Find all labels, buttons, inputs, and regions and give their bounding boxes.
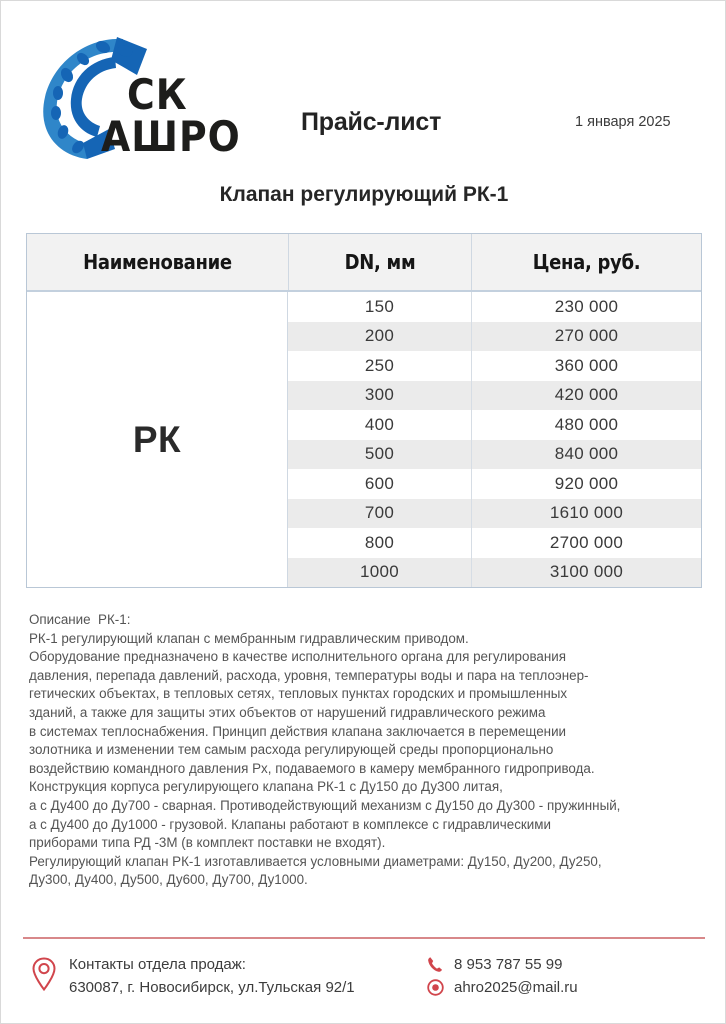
- cell-dn: 700: [288, 498, 472, 528]
- description-line: Ду300, Ду400, Ду500, Ду600, Ду700, Ду100…: [29, 872, 308, 888]
- description-line: золотника и изменении тем самым расхода …: [29, 742, 554, 758]
- page-header: СК АШРО Прайс-лист 1 января 2025: [1, 1, 725, 171]
- table-row: 800 2700 000: [288, 528, 701, 558]
- cell-price: 2700 000: [549, 532, 624, 552]
- table-row: 200 270 000: [288, 321, 701, 351]
- product-description: Описание РК-1: РК-1 регулирующий клапан …: [29, 611, 705, 890]
- email-at-icon: [425, 978, 445, 998]
- table-header-row: Наименование DN, мм Цена, руб.: [27, 234, 701, 292]
- description-line: давления, перепада давлений, расхода, ур…: [29, 667, 589, 683]
- cell-dn: 500: [288, 439, 472, 469]
- cell-dn: 250: [288, 351, 472, 381]
- table-row: 600 920 000: [288, 469, 701, 499]
- cell-dn: 300: [288, 380, 472, 410]
- cell-dn: 150: [288, 292, 472, 322]
- table-row: 400 480 000: [288, 410, 701, 440]
- cell-price: 920 000: [554, 473, 619, 493]
- cell-price: 360 000: [554, 355, 619, 375]
- cell-price: 1610 000: [549, 503, 624, 523]
- cell-price: 230 000: [554, 296, 619, 316]
- cell-price: 3100 000: [549, 562, 624, 582]
- description-line: гетических объектах, в тепловых сетях, т…: [29, 686, 568, 702]
- contact-email-row[interactable]: ahro2025@mail.ru: [425, 976, 578, 999]
- cell-price: 840 000: [554, 444, 619, 464]
- cell-dn: 400: [288, 410, 472, 440]
- page-title: Прайс-лист: [301, 108, 442, 136]
- table-row: 500 840 000: [288, 439, 701, 469]
- description-line: Регулирующий клапан РК-1 изготавливается…: [29, 853, 602, 869]
- description-line: Оборудование предназначено в качестве ис…: [29, 649, 566, 665]
- description-line: РК-1 регулирующий клапан с мембранным ги…: [29, 630, 469, 646]
- price-table: Наименование DN, мм Цена, руб. РК 150 230…: [26, 233, 702, 588]
- cell-dn: 600: [288, 469, 472, 499]
- contact-phone-row[interactable]: 8 953 787 55 99: [425, 953, 578, 976]
- contact-details-block: 8 953 787 55 99 ahro2025@mail.ru: [425, 953, 578, 999]
- cell-price: 270 000: [554, 326, 619, 346]
- logo-text-top: СК: [127, 70, 188, 119]
- company-logo: СК АШРО: [31, 33, 246, 161]
- contact-address-block: Контакты отдела продаж: 630087, г. Новос…: [31, 953, 355, 999]
- footer-divider: [23, 937, 705, 939]
- description-line: Конструкция корпуса регулирующего клапан…: [29, 779, 503, 795]
- description-line: а с Ду400 до Ду1000 - грузовой. Клапаны …: [29, 816, 551, 832]
- document-date: 1 января 2025: [575, 114, 671, 130]
- column-header-name: Наименование: [27, 234, 289, 290]
- logo-flange-mark: [43, 37, 147, 159]
- cell-dn: 1000: [288, 557, 472, 587]
- column-header-dn: DN, мм: [289, 234, 472, 290]
- table-row: 700 1610 000: [288, 498, 701, 528]
- contacts-label: Контакты отдела продаж:: [69, 956, 246, 973]
- table-rows: 150 230 000 200 270 000 250 360 000 300 420 000…: [288, 292, 701, 587]
- cell-price: 420 000: [554, 385, 619, 405]
- product-subtitle: Клапан регулирующий РК-1: [219, 183, 509, 206]
- description-line: а с Ду400 до Ду700 - сварная. Противодей…: [29, 797, 621, 813]
- description-line: приборами типа РД -3М (в комплект постав…: [29, 835, 386, 851]
- table-row: 250 360 000: [288, 351, 701, 381]
- description-line: в системах теплоснабжения. Принцип дейст…: [29, 723, 567, 739]
- product-name-cell: РК: [27, 292, 288, 587]
- column-header-price: Цена, руб.: [532, 250, 641, 274]
- cell-dn: 800: [288, 528, 472, 558]
- cell-price: 480 000: [554, 414, 619, 434]
- description-heading: Описание РК-1:: [29, 612, 131, 627]
- description-line: воздействию командного давления Рх, пода…: [29, 760, 595, 776]
- contact-phone: 8 953 787 55 99: [454, 956, 563, 973]
- cell-dn: 200: [288, 321, 472, 351]
- description-lines: РК-1 регулирующий клапан с мембранным ги…: [29, 630, 705, 890]
- phone-icon: [425, 955, 445, 975]
- table-row: 1000 3100 000: [288, 557, 701, 587]
- location-pin-icon: [31, 957, 57, 992]
- page-footer: Контакты отдела продаж: 630087, г. Новос…: [1, 945, 725, 1023]
- table-body: РК 150 230 000 200 270 000 250 360 000 300 420 …: [27, 292, 701, 587]
- table-row: 300 420 000: [288, 380, 701, 410]
- table-row: 150 230 000: [288, 292, 701, 322]
- description-line: зданий, а также для защиты этих объектов…: [29, 704, 546, 720]
- contact-email: ahro2025@mail.ru: [454, 979, 578, 996]
- contact-address: 630087, г. Новосибирск, ул.Тульская 92/1: [69, 979, 355, 996]
- logo-text-bottom: АШРО: [101, 112, 241, 161]
